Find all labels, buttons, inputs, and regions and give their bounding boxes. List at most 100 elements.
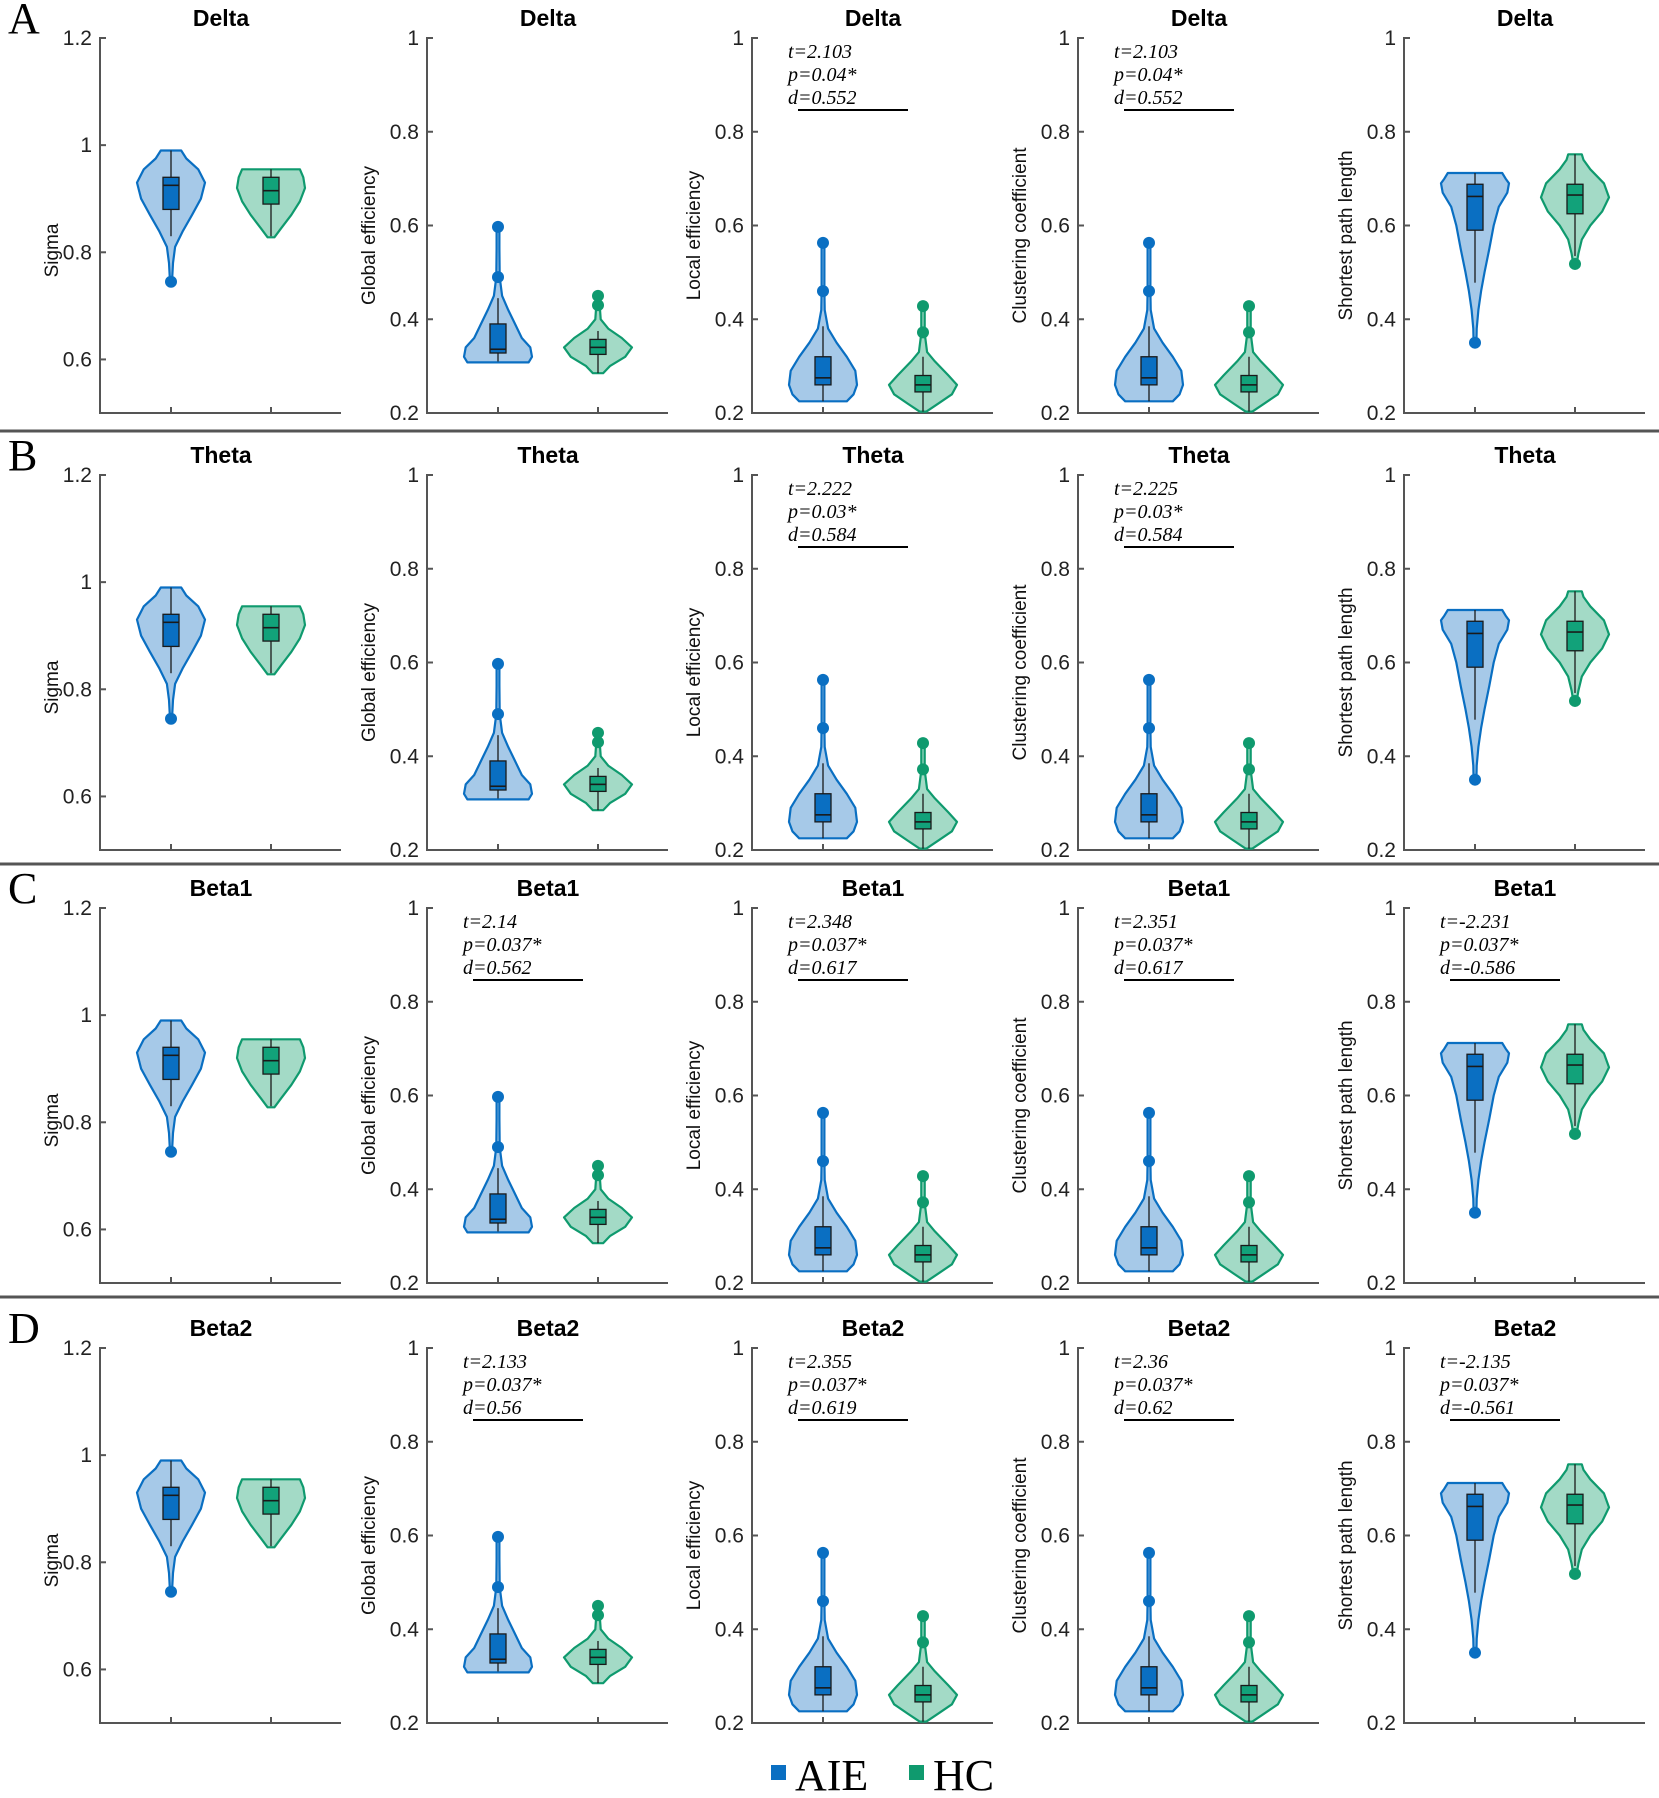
outlier-point <box>1243 1196 1255 1209</box>
y-tick-label: 0.6 <box>63 785 92 808</box>
outlier-point <box>492 271 504 284</box>
y-tick-label: 0.4 <box>390 1618 420 1641</box>
violin-aie <box>1439 1041 1511 1219</box>
legend-swatch <box>909 1765 924 1780</box>
outlier-point <box>917 326 929 339</box>
outlier-point <box>1143 1595 1155 1608</box>
outlier-point <box>917 737 929 750</box>
outlier-point <box>1243 737 1255 750</box>
iqr-box <box>914 1244 932 1263</box>
panel-sigma: Delta 0.6 0.8 1 1.2 Sigma <box>42 5 341 414</box>
outlier-point <box>592 1159 604 1172</box>
y-tick-label: 1.2 <box>63 27 92 50</box>
outlier-point <box>492 1581 504 1594</box>
legend-item-hc: HC <box>909 1751 994 1798</box>
y-tick-label: 1 <box>1384 464 1396 487</box>
y-tick-label: 0.2 <box>715 839 744 862</box>
panel-local-efficiency: Delta 0.2 0.4 0.6 0.8 1 Local efficiency t=2.10… <box>684 5 993 425</box>
iqr-box <box>162 613 180 648</box>
violin-hc <box>1213 1610 1285 1723</box>
y-axis-label: Sigma <box>42 1533 63 1587</box>
iqr-box <box>1140 356 1158 386</box>
y-tick-label: 0.2 <box>1041 402 1070 425</box>
y-tick-label: 0.8 <box>63 1111 92 1134</box>
y-axis-label: Global efficiency <box>359 602 380 742</box>
y-tick-label: 1.2 <box>63 897 92 920</box>
iqr-box <box>489 323 507 354</box>
panel-clustering-coefficient: Theta 0.2 0.4 0.6 0.8 1 Clustering coefficient… <box>1010 442 1319 862</box>
panel-shortest-path-length: Beta2 0.2 0.4 0.6 0.8 1 Shortest path length t=… <box>1336 1315 1645 1735</box>
y-tick-label: 0.6 <box>1041 215 1070 238</box>
outlier-point <box>492 1141 504 1154</box>
y-tick-label: 0.8 <box>1367 558 1396 581</box>
y-tick-label: 0.6 <box>390 215 419 238</box>
iqr-box <box>489 1633 507 1664</box>
y-tick-label: 0.8 <box>1367 1431 1396 1454</box>
violin-aie <box>1439 608 1511 786</box>
y-axis-label: Local efficiency <box>684 1480 705 1610</box>
axis-lines <box>1403 474 1645 851</box>
y-tick-label: 0.8 <box>1041 121 1070 144</box>
panel-title: Beta2 <box>1168 1315 1231 1341</box>
y-tick-label: 0.2 <box>1367 839 1396 862</box>
y-tick-label: 0.2 <box>1367 402 1396 425</box>
panel-title: Theta <box>842 442 904 468</box>
y-tick-label: 1 <box>80 134 92 157</box>
outlier-point <box>1143 1106 1155 1119</box>
panel-title: Beta2 <box>190 1315 253 1341</box>
stat-d: d=0.62 <box>1114 1397 1173 1419</box>
y-axis-label: Clustering coefficient <box>1010 1017 1031 1194</box>
row-b: B Theta 0.6 0.8 1 1.2 Sigma Theta 0.2 0.4 0.6 0.8 1 G… <box>8 431 1645 862</box>
y-tick-label: 1 <box>80 1004 92 1027</box>
stat-d: d=0.584 <box>1114 524 1183 546</box>
y-tick-label: 0.4 <box>1367 1618 1397 1641</box>
y-axis-label: Shortest path length <box>1336 1020 1357 1190</box>
panel-title: Beta2 <box>1494 1315 1557 1341</box>
y-tick-label: 0.8 <box>390 121 419 144</box>
stat-t: t=-2.231 <box>1440 911 1511 933</box>
stat-t: t=2.225 <box>1114 478 1178 500</box>
y-tick-label: 0.2 <box>1367 1712 1396 1735</box>
y-tick-label: 0.2 <box>1367 1272 1396 1295</box>
outlier-point <box>592 726 604 739</box>
y-tick-label: 0.6 <box>715 1525 744 1548</box>
panel-title: Beta1 <box>842 875 905 901</box>
stat-p: p=0.037* <box>461 1374 542 1396</box>
panel-shortest-path-length: Theta 0.2 0.4 0.6 0.8 1 Shortest path length <box>1336 442 1645 862</box>
y-tick-label: 0.2 <box>715 1712 744 1735</box>
y-tick-label: 0.4 <box>1367 745 1397 768</box>
violin-hc <box>1539 590 1611 707</box>
y-tick-label: 1 <box>732 897 744 920</box>
y-tick-label: 1 <box>1058 27 1070 50</box>
violin-aie <box>1439 171 1511 349</box>
outlier-point <box>817 1155 829 1168</box>
panel-title: Beta1 <box>1168 875 1231 901</box>
outlier-point <box>817 285 829 298</box>
y-tick-label: 0.8 <box>63 1551 92 1574</box>
y-tick-label: 0.8 <box>715 991 744 1014</box>
y-tick-label: 1 <box>407 464 419 487</box>
iqr-box <box>914 1684 932 1703</box>
violin-hc <box>235 605 307 676</box>
outlier-point <box>1469 773 1481 786</box>
iqr-box <box>162 1046 180 1081</box>
violin-hc <box>887 1610 959 1723</box>
violin-aie <box>462 1090 534 1234</box>
iqr-box <box>1240 374 1258 393</box>
y-tick-label: 0.4 <box>1367 308 1397 331</box>
stat-d: d=-0.586 <box>1440 957 1515 979</box>
stat-t: t=2.14 <box>463 911 517 933</box>
iqr-box <box>1466 183 1484 231</box>
panel-title: Theta <box>1168 442 1230 468</box>
outlier-point <box>1243 326 1255 339</box>
violin-hc <box>1539 153 1611 270</box>
stat-d: d=0.619 <box>788 1397 857 1419</box>
y-tick-label: 0.8 <box>715 558 744 581</box>
iqr-box <box>1466 1053 1484 1101</box>
violin-hc <box>1213 1170 1285 1283</box>
outlier-point <box>1243 1170 1255 1183</box>
panel-shortest-path-length: Delta 0.2 0.4 0.6 0.8 1 Shortest path length <box>1336 5 1645 425</box>
